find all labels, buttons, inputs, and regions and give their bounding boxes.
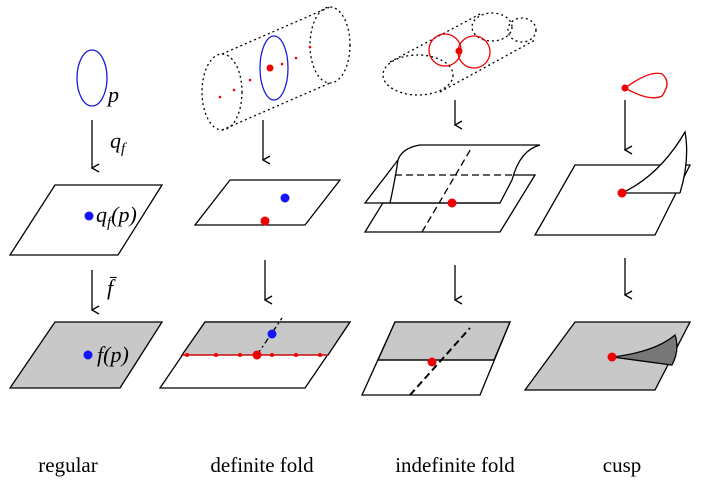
- fold-region: [182, 322, 350, 355]
- column-label: cusp: [603, 453, 642, 477]
- column-label: indefinite fold: [395, 453, 515, 477]
- point: [85, 212, 94, 221]
- fiber: [260, 36, 288, 100]
- label: qf: [110, 128, 127, 157]
- point: [84, 351, 93, 360]
- point: [448, 199, 457, 208]
- fiber: [77, 50, 107, 106]
- label: f̄: [107, 275, 117, 300]
- drawing: [10, 7, 690, 395]
- fiber: [458, 36, 490, 68]
- fiber: [625, 73, 667, 98]
- point: [622, 85, 629, 92]
- point: [428, 358, 437, 367]
- points: [219, 46, 312, 99]
- point: [261, 217, 270, 226]
- fold-region: [378, 322, 510, 360]
- point: [456, 48, 463, 55]
- point: [618, 189, 627, 198]
- label: f(p): [97, 342, 129, 367]
- column-label: definite fold: [210, 453, 314, 477]
- diagram: p qf qf(p) f̄ f(p) regular definite fold…: [0, 0, 703, 483]
- label: p: [106, 82, 119, 107]
- plane: [10, 185, 162, 255]
- point: [281, 194, 290, 203]
- cylinder: [202, 7, 350, 130]
- point: [608, 353, 617, 362]
- label: qf(p): [96, 202, 137, 231]
- column-label: regular: [38, 453, 97, 477]
- point: [268, 330, 277, 339]
